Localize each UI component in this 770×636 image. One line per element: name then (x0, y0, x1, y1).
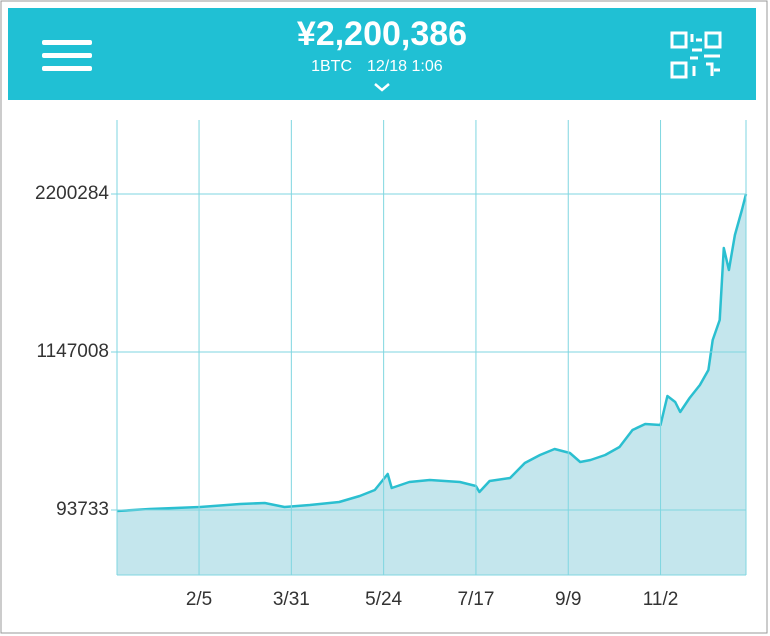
x-tick-label: 11/2 (643, 589, 679, 610)
price: ¥2,200,386 (297, 15, 467, 53)
qr-corner (704, 31, 722, 49)
x-tick-label: 3/31 (273, 589, 310, 610)
x-tick-label: 2/5 (186, 589, 212, 610)
timestamp: 12/18 1:06 (367, 58, 443, 75)
x-tick-label: 9/9 (555, 589, 581, 610)
menu-line (42, 53, 92, 58)
qr-button[interactable] (670, 31, 722, 79)
menu-line (42, 66, 92, 71)
menu-line (42, 40, 92, 45)
y-tick-label: 1147008 (36, 341, 109, 362)
price-line (116, 193, 748, 513)
qr-corner (670, 31, 688, 49)
menu-button[interactable] (42, 40, 92, 71)
x-tick-label: 7/17 (457, 589, 494, 610)
y-tick-label: 2200284 (35, 183, 109, 204)
expand-chevron[interactable] (374, 83, 390, 92)
plot: 2/5 3/31 5/24 7/17 9/9 11/2 93733 1147008 220028… (35, 120, 748, 610)
x-tick-label: 5/24 (365, 589, 402, 610)
unit: 1BTC (311, 58, 352, 75)
y-tick-label: 93733 (56, 499, 109, 520)
header-bar (8, 8, 756, 100)
qr-dots (690, 34, 720, 76)
area-fill (117, 194, 746, 575)
qr-corner (670, 61, 688, 79)
